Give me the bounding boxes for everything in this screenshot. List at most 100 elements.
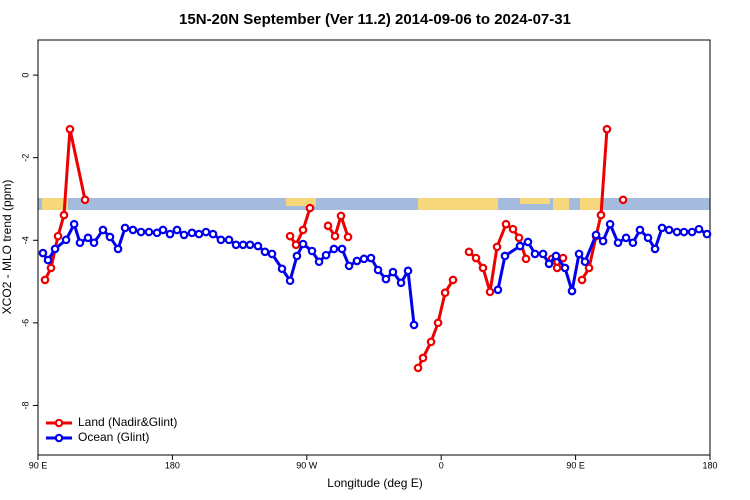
data-point (440, 288, 450, 298)
data-point (558, 253, 568, 263)
data-point (50, 244, 60, 254)
y-axis-label: XCO2 - MLO trend (ppm) (0, 180, 14, 315)
data-point (330, 231, 340, 241)
y-tick-label: -6 (20, 319, 30, 327)
data-point (515, 241, 525, 251)
data-point (305, 203, 315, 213)
data-point (38, 248, 48, 258)
data-point (128, 225, 138, 235)
data-point (352, 256, 362, 266)
chart-title: 15N-20N September (Ver 11.2) 2014-09-06 … (179, 11, 571, 28)
data-point (433, 318, 443, 328)
data-point (464, 247, 474, 257)
data-point (664, 225, 674, 235)
data-point (514, 233, 524, 243)
data-point (426, 337, 436, 347)
data-point (323, 221, 333, 231)
data-point (285, 276, 295, 286)
data-point (208, 229, 218, 239)
data-point (602, 124, 612, 134)
data-point (40, 275, 50, 285)
data-point (552, 263, 562, 273)
data-point (493, 285, 503, 295)
data-point (672, 227, 682, 237)
data-point (584, 263, 594, 273)
data-point (43, 255, 53, 265)
data-point (260, 247, 270, 257)
data-point (591, 230, 601, 240)
data-point (598, 236, 608, 246)
data-point (628, 238, 638, 248)
data-point (523, 237, 533, 247)
x-tick-label: 90 E (29, 460, 48, 470)
data-point (291, 240, 301, 250)
x-tick-label: 90 E (566, 460, 585, 470)
data-point (574, 249, 584, 259)
data-point (46, 263, 56, 273)
data-point (105, 232, 115, 242)
legend-label: Ocean (Glint) (78, 430, 149, 444)
legend-marker (54, 418, 64, 428)
data-point (373, 265, 383, 275)
x-tick-label: 90 W (296, 460, 318, 470)
data-point (245, 240, 255, 250)
data-point (544, 259, 554, 269)
map-strip (38, 198, 710, 210)
data-point (478, 263, 488, 273)
data-point (560, 263, 570, 273)
series-line (41, 220, 708, 326)
data-point (538, 249, 548, 259)
data-point (521, 254, 531, 264)
land-strip (580, 198, 602, 210)
data-point (580, 257, 590, 267)
data-point (359, 254, 369, 264)
ocean-strip (38, 198, 710, 210)
plot-frame (37, 39, 711, 456)
data-point (65, 124, 75, 134)
data-point (285, 231, 295, 241)
data-point (567, 286, 577, 296)
data-point (508, 224, 518, 234)
data-point (136, 227, 146, 237)
data-point (596, 210, 606, 220)
data-point (179, 230, 189, 240)
data-point (471, 253, 481, 263)
data-point (165, 229, 175, 239)
data-point (366, 253, 376, 263)
land-strip (286, 198, 316, 206)
y-tick-label: -2 (20, 154, 30, 162)
land-strip (42, 198, 68, 210)
data-point (679, 227, 689, 237)
data-point (321, 250, 331, 260)
data-point (194, 229, 204, 239)
data-point (613, 238, 623, 248)
data-point (336, 211, 346, 221)
x-tick-label: 0 (439, 460, 444, 470)
data-point (187, 228, 197, 238)
land-strip (520, 198, 550, 204)
data-point (344, 261, 354, 271)
data-point (224, 235, 234, 245)
data-point (231, 240, 241, 250)
data-point (201, 227, 211, 237)
x-tick-label: 180 (165, 460, 180, 470)
data-point (413, 363, 423, 373)
data-point (238, 240, 248, 250)
data-point (635, 225, 645, 235)
data-point (59, 210, 69, 220)
x-tick-label: 180 (702, 460, 717, 470)
data-point (605, 219, 615, 229)
data-point (403, 266, 413, 276)
data-point (694, 224, 704, 234)
land-strip (418, 198, 498, 210)
y-tick-label: 0 (20, 73, 30, 78)
data-point (409, 320, 419, 330)
data-point (702, 229, 712, 239)
data-point (216, 235, 226, 245)
data-point (500, 251, 510, 261)
legend-marker (54, 433, 64, 443)
data-point (113, 244, 123, 254)
data-point (657, 223, 667, 233)
data-point (83, 233, 93, 243)
